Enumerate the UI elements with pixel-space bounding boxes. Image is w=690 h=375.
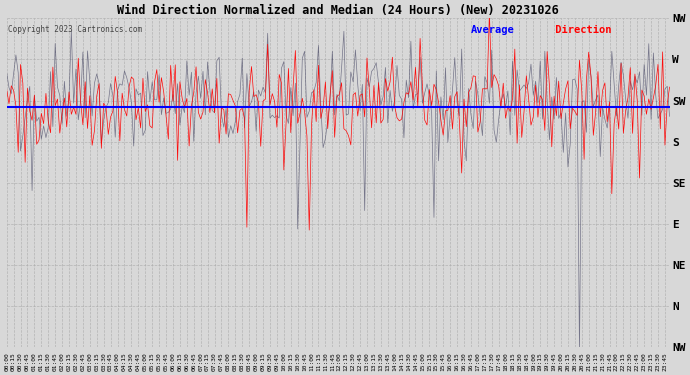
Text: Average: Average	[471, 25, 515, 35]
Text: Direction: Direction	[549, 25, 611, 35]
Text: Copyright 2023 Cartronics.com: Copyright 2023 Cartronics.com	[8, 25, 142, 34]
Title: Wind Direction Normalized and Median (24 Hours) (New) 20231026: Wind Direction Normalized and Median (24…	[117, 4, 559, 17]
